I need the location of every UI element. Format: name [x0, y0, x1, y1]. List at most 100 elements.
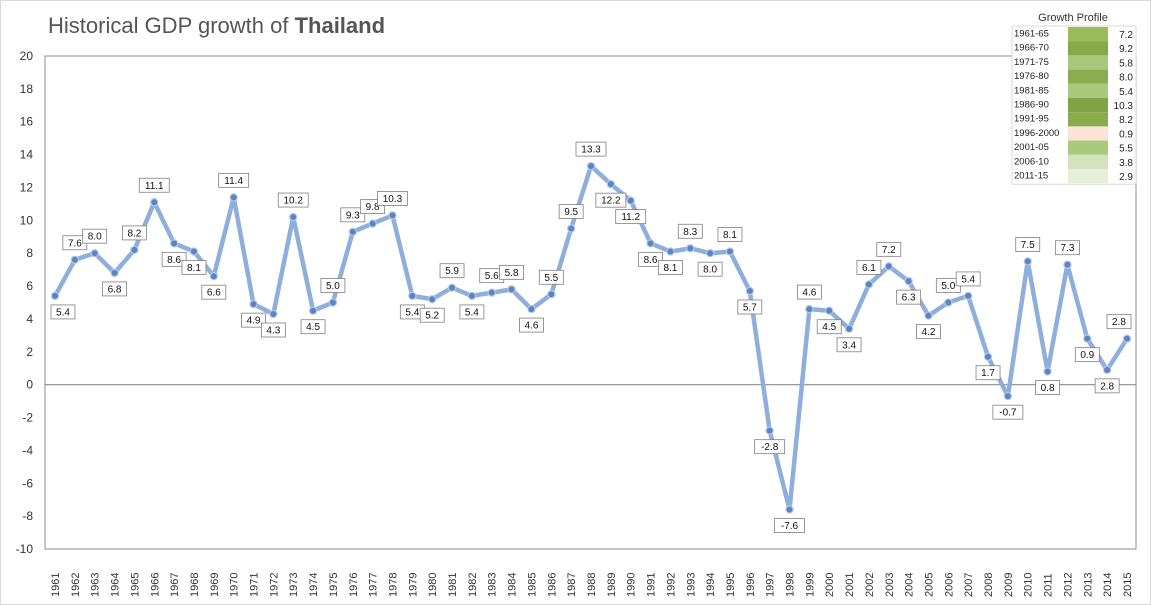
data-label: 8.0 — [82, 228, 108, 244]
plot-area: -10 -8 -6 -4 -2 0 2 4 6 8 10 12 14 16 18 20 1961 1962 1963… — [16, 49, 1137, 597]
data-label-box — [320, 278, 346, 293]
data-label-box — [419, 307, 445, 323]
x-tick-label: 1969 — [209, 573, 221, 597]
x-tick-label: 2013 — [1082, 573, 1094, 597]
chart-title-country: Thailand — [295, 13, 385, 38]
data-label-text: 8.1 — [187, 263, 201, 274]
data-point — [705, 248, 715, 258]
data-point — [110, 268, 119, 278]
x-tick-label: 1977 — [368, 573, 380, 597]
x-tick-label: 1984 — [507, 573, 519, 597]
data-label-text: 4.2 — [922, 327, 936, 338]
x-tick-label: 2000 — [824, 573, 836, 597]
data-label-box — [50, 304, 76, 320]
data-point — [527, 304, 536, 314]
data-label: 6.3 — [896, 289, 922, 305]
data-point — [328, 298, 338, 307]
data-label: 11.1 — [138, 177, 170, 193]
data-label-text: 4.9 — [247, 316, 261, 327]
data-label-text: 6.6 — [207, 288, 221, 299]
data-label-box — [754, 439, 786, 455]
x-tick-label: 1963 — [90, 573, 102, 597]
data-label-box — [1035, 380, 1060, 395]
data-label: 5.7 — [737, 299, 763, 315]
data-label-text: 9.3 — [346, 210, 360, 221]
x-tick-label: 2003 — [884, 573, 896, 597]
data-label: 10.2 — [277, 192, 309, 208]
data-label-box — [658, 260, 683, 275]
y-tick-label: 8 — [26, 246, 33, 260]
y-tick-label: 6 — [26, 279, 33, 293]
y-tick-label: 12 — [20, 180, 34, 194]
legend-color-bar — [1068, 140, 1108, 155]
data-point — [686, 244, 695, 253]
x-tick-label: 1996 — [745, 573, 757, 597]
data-label-text: 5.0 — [941, 281, 955, 292]
data-label: 8.1 — [181, 260, 207, 275]
data-label-box — [138, 177, 170, 193]
x-tick-label: 1979 — [407, 573, 419, 597]
data-point — [1003, 391, 1013, 401]
data-label: 7.2 — [876, 241, 902, 257]
data-point — [864, 280, 874, 289]
data-label: 9.5 — [558, 204, 584, 219]
data-label-text: 5.6 — [485, 271, 499, 282]
x-tick-label: 1986 — [546, 573, 558, 597]
x-tick-label: 1983 — [487, 573, 499, 597]
data-label-box — [241, 312, 266, 328]
data-label-box — [102, 281, 127, 297]
data-point — [1122, 334, 1132, 343]
y-tick-label: 4 — [26, 312, 33, 326]
data-label: 12.2 — [595, 192, 627, 208]
legend-value-label: 3.8 — [1119, 158, 1133, 169]
data-label-box — [82, 228, 108, 244]
data-label-text: 5.8 — [505, 268, 519, 279]
data-label-text: 7.5 — [1021, 240, 1035, 251]
data-label: 8.1 — [717, 227, 743, 242]
legend-value-label: 5.5 — [1119, 144, 1133, 155]
data-label: 7.5 — [1015, 237, 1041, 252]
legend-value-label: 2.9 — [1119, 172, 1133, 183]
data-label: 4.6 — [519, 317, 544, 333]
legend-color-bar — [1068, 98, 1108, 113]
data-label-box — [796, 284, 822, 300]
x-tick-label: 2007 — [963, 573, 975, 597]
data-point — [1083, 334, 1092, 343]
data-point — [348, 227, 357, 237]
legend-period-label: 1986-90 — [1014, 100, 1049, 111]
legend-color-bar — [1068, 41, 1108, 56]
data-label-box — [218, 172, 250, 188]
data-label: 5.4 — [459, 304, 485, 320]
x-tick-label: 1972 — [268, 573, 280, 597]
data-label-text: 8.0 — [703, 265, 717, 276]
legend-period-label: 1976-80 — [1014, 71, 1049, 82]
x-tick-label: 1968 — [189, 573, 201, 597]
data-label: 4.5 — [816, 319, 842, 335]
data-label: 10.3 — [377, 191, 408, 206]
data-label-text: -7.6 — [781, 521, 799, 532]
data-label-text: 8.6 — [644, 255, 658, 266]
data-label-text: 8.3 — [683, 227, 697, 238]
data-label: 7.3 — [1055, 240, 1080, 256]
data-label-box — [439, 263, 465, 279]
y-tick-label: 16 — [20, 115, 34, 129]
x-tick-label: 1999 — [804, 573, 816, 597]
data-label-text: 8.0 — [88, 232, 102, 243]
x-tick-label: 1976 — [348, 573, 360, 597]
data-label: 5.2 — [419, 307, 445, 323]
y-tick-label: 2 — [26, 345, 33, 359]
data-point — [249, 299, 258, 309]
data-label: 4.3 — [260, 322, 286, 338]
data-point — [924, 311, 933, 320]
data-label: 9.3 — [340, 207, 366, 223]
x-tick-label: 2008 — [983, 573, 995, 597]
legend-period-label: 2001-05 — [1014, 142, 1049, 153]
data-point — [983, 352, 993, 361]
data-label-text: 12.2 — [601, 196, 621, 207]
data-label-text: 5.4 — [405, 307, 419, 318]
legend-value-label: 8.0 — [1119, 73, 1133, 84]
data-label-box — [836, 337, 862, 353]
data-label-box — [916, 324, 941, 340]
y-tick-label: 14 — [20, 148, 34, 162]
data-point — [745, 286, 755, 296]
